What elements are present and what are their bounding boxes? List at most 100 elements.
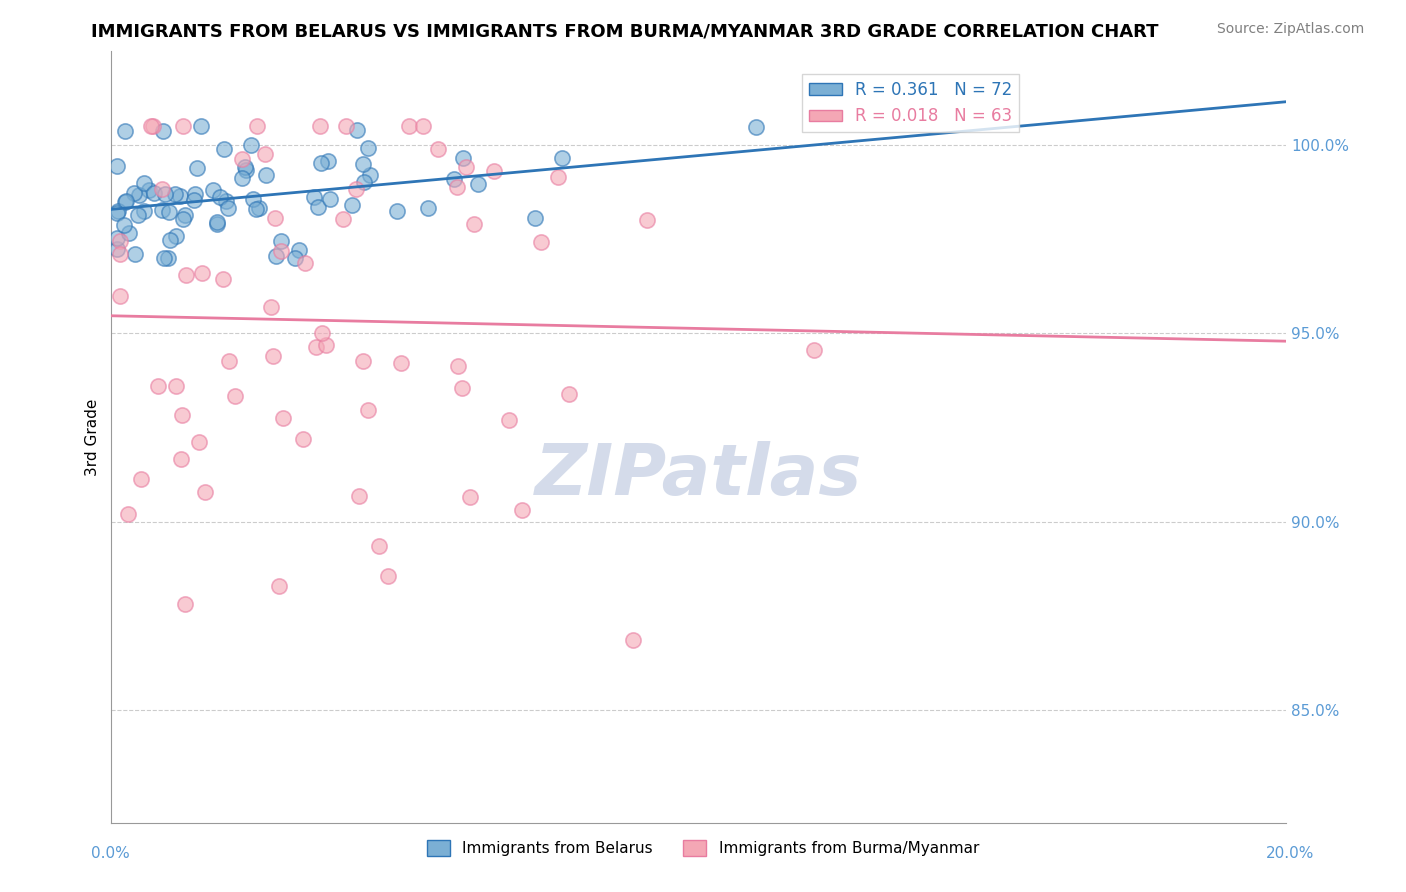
Point [352,157,374,171]
Point [172,119,194,133]
Point [498,413,520,427]
Point [291,432,314,446]
Point [246,119,269,133]
Point [152,124,174,138]
Point [239,137,262,152]
Point [170,409,193,423]
Point [311,326,333,340]
Point [446,179,468,194]
Point [467,178,489,192]
Y-axis label: 3rd Grade: 3rd Grade [86,399,100,475]
Point [451,381,474,395]
Point [745,120,768,134]
Point [114,124,136,138]
Point [247,201,270,215]
Point [269,579,291,593]
Point [367,539,389,553]
Point [172,212,194,227]
Point [416,201,439,215]
Point [315,337,337,351]
Point [262,349,284,363]
Point [254,168,277,182]
Point [340,198,363,212]
Point [205,215,228,229]
Point [482,164,505,178]
Point [201,183,224,197]
Point [184,186,207,201]
Point [352,354,374,368]
Point [105,231,128,245]
Point [215,194,238,208]
Point [284,251,307,265]
Point [157,205,180,219]
Point [547,169,569,184]
Point [235,163,257,178]
Point [316,153,339,168]
Point [357,403,380,417]
Point [105,159,128,173]
Point [304,190,326,204]
Text: ZIPatlas: ZIPatlas [536,442,862,510]
Point [165,229,187,244]
Text: IMMIGRANTS FROM BELARUS VS IMMIGRANTS FROM BURMA/MYANMAR 3RD GRADE CORRELATION C: IMMIGRANTS FROM BELARUS VS IMMIGRANTS FR… [91,22,1159,40]
Point [169,188,191,202]
Point [385,204,408,219]
Point [173,208,195,222]
Point [263,211,285,226]
Point [443,172,465,186]
Point [127,209,149,223]
Point [150,182,173,196]
Point [558,387,581,401]
Point [150,202,173,217]
Point [231,153,253,167]
Point [142,186,165,201]
Point [107,203,129,218]
Point [309,156,332,170]
Point [621,632,644,647]
Point [105,206,128,220]
Point [187,434,209,449]
Point [114,194,136,209]
Point [245,202,267,216]
Point [524,211,547,226]
Text: 0.0%: 0.0% [91,847,131,861]
Point [186,161,208,175]
Point [163,186,186,201]
Point [108,234,131,248]
Point [347,489,370,503]
Point [212,142,235,156]
Point [156,251,179,265]
Point [141,119,163,133]
Point [264,249,287,263]
Point [132,176,155,190]
Point [454,160,477,174]
Point [190,120,212,134]
Point [427,142,450,156]
Point [108,288,131,302]
Point [270,244,292,258]
Legend: R = 0.361   N = 72, R = 0.018   N = 63: R = 0.361 N = 72, R = 0.018 N = 63 [801,74,1019,132]
Point [208,190,231,204]
Point [550,151,572,165]
Point [110,247,132,261]
Point [114,195,136,210]
Point [124,247,146,261]
Point [260,301,283,315]
Point [412,119,434,133]
Point [510,503,533,517]
Point [242,192,264,206]
Point [451,152,474,166]
Point [231,170,253,185]
Point [318,192,340,206]
Point [233,160,256,174]
Point [159,233,181,247]
Point [270,234,292,248]
Point [530,235,553,250]
Point [359,169,381,183]
Point [344,182,367,196]
Point [288,243,311,257]
Point [224,389,246,403]
Point [217,201,239,215]
Legend: Immigrants from Belarus, Immigrants from Burma/Myanmar: Immigrants from Belarus, Immigrants from… [420,834,986,862]
Point [169,451,191,466]
